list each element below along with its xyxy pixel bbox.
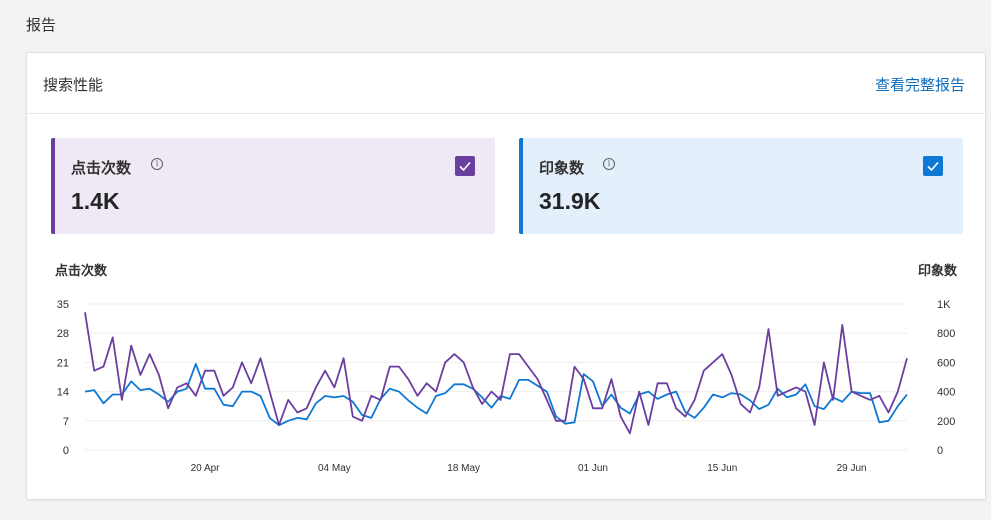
y-left-tick-label: 28 bbox=[57, 328, 69, 340]
series-line-clicks bbox=[84, 312, 908, 435]
clicks-label: 点击次数 bbox=[71, 160, 132, 177]
impressions-label: 印象数 bbox=[539, 160, 585, 177]
x-tick-label: 29 Jun bbox=[837, 463, 867, 474]
page-title: 报告 bbox=[26, 17, 57, 34]
y-right-tick-label: 400 bbox=[937, 387, 955, 399]
impressions-metric-tile[interactable]: 印象数 i 31.9K bbox=[519, 138, 963, 234]
info-icon[interactable]: i bbox=[603, 158, 615, 170]
right-axis-title: 印象数 bbox=[917, 263, 957, 278]
checkmark-icon bbox=[459, 161, 471, 172]
x-tick-label: 20 Apr bbox=[191, 463, 221, 474]
y-left-tick-label: 7 bbox=[63, 416, 69, 428]
impressions-checkbox[interactable] bbox=[923, 156, 943, 176]
x-tick-label: 04 May bbox=[318, 463, 351, 474]
x-tick-label: 01 Jun bbox=[578, 463, 608, 474]
checkmark-icon bbox=[927, 161, 939, 172]
y-left-tick-label: 21 bbox=[57, 357, 69, 369]
view-full-report-link[interactable]: 查看完整报告 bbox=[874, 77, 965, 94]
left-axis-title: 点击次数 bbox=[55, 263, 108, 278]
y-right-tick-label: 1K bbox=[937, 299, 951, 311]
clicks-checkbox[interactable] bbox=[455, 156, 475, 176]
clicks-value: 1.4K bbox=[71, 188, 120, 214]
info-icon[interactable]: i bbox=[151, 158, 163, 170]
card-header: 搜索性能 查看完整报告 bbox=[27, 53, 985, 114]
y-left-tick-label: 14 bbox=[57, 387, 69, 399]
series-line-impressions bbox=[84, 363, 908, 427]
x-tick-label: 15 Jun bbox=[707, 463, 737, 474]
y-right-tick-label: 200 bbox=[937, 416, 955, 428]
y-right-tick-label: 0 bbox=[937, 445, 943, 457]
y-right-tick-label: 800 bbox=[937, 328, 955, 340]
y-right-tick-label: 600 bbox=[937, 357, 955, 369]
x-tick-label: 18 May bbox=[447, 463, 480, 474]
y-left-tick-label: 0 bbox=[63, 445, 69, 457]
y-left-tick-label: 35 bbox=[57, 299, 69, 311]
clicks-metric-tile[interactable]: 点击次数 i 1.4K bbox=[51, 138, 495, 234]
impressions-value: 31.9K bbox=[539, 188, 601, 214]
performance-chart: 0 7 14 21 28 35 0 200 400 600 800 1K 20 Apr 04 May 18 … bbox=[57, 299, 956, 474]
search-performance-card: 搜索性能 查看完整报告 点击次数 i 1.4K 印象数 i 31.9K 点击次数… bbox=[26, 52, 986, 500]
card-title: 搜索性能 bbox=[43, 77, 104, 94]
